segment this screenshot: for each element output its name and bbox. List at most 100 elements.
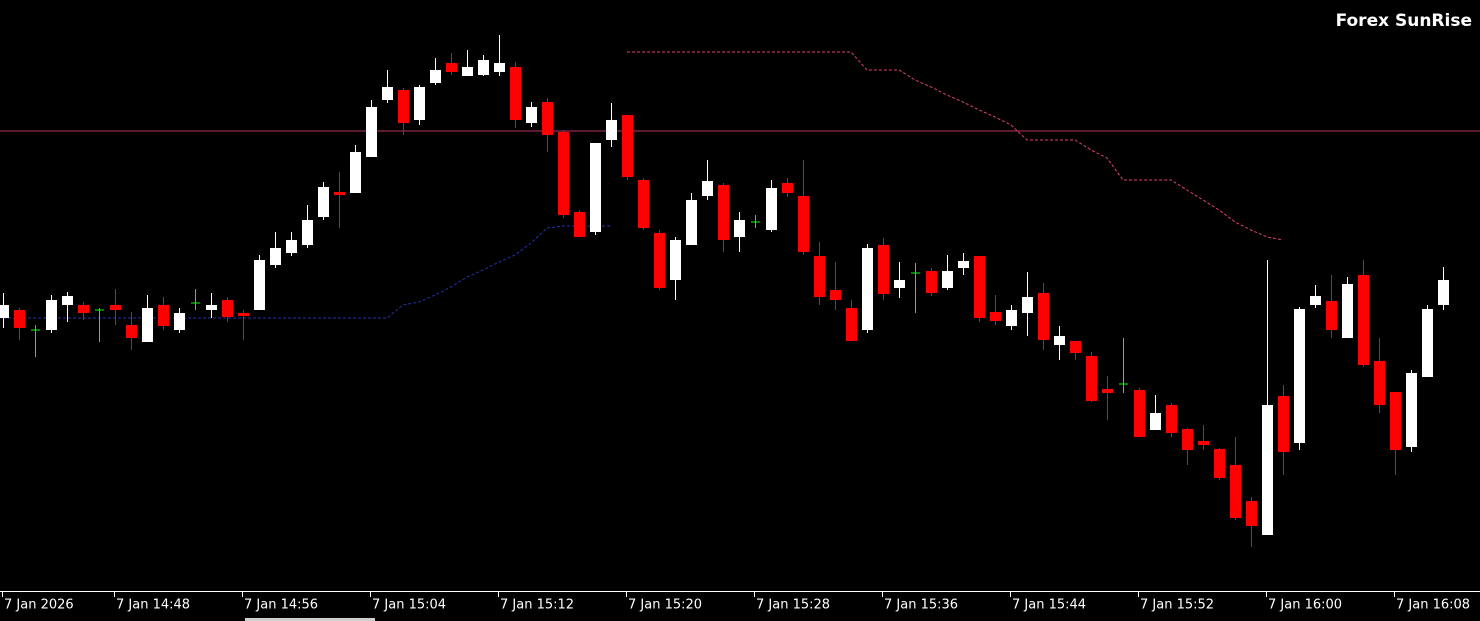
candle-body: [1422, 309, 1433, 377]
x-tick-label: 7 Jan 15:36: [884, 598, 958, 613]
candle-body: [1246, 501, 1257, 526]
candle-body: [334, 192, 345, 195]
candle-body: [206, 305, 217, 310]
indicator-line: [627, 51, 1284, 241]
candle-body: [590, 143, 601, 232]
candle-body: [46, 300, 57, 330]
candle-body: [1326, 301, 1337, 330]
candle-body: [238, 313, 249, 316]
candle-body: [0, 305, 9, 318]
candle-body: [414, 87, 425, 120]
scrollbar: [245, 618, 375, 621]
x-tick-label: 7 Jan 15:12: [500, 598, 574, 613]
candle-body: [782, 183, 793, 193]
candle-body: [1294, 309, 1305, 443]
candle-body: [1006, 310, 1017, 326]
candle-body: [542, 102, 553, 135]
candle-body: [1086, 356, 1097, 401]
candle-body: [766, 188, 777, 230]
candle-body: [270, 248, 281, 265]
candle-body: [1262, 405, 1273, 535]
x-tick-label: 7 Jan 14:56: [244, 598, 318, 613]
candle-body: [110, 305, 121, 310]
candle-body: [174, 313, 185, 330]
candle-body: [814, 256, 825, 297]
candle-body: [606, 120, 617, 140]
candle-body: [558, 132, 569, 215]
candle-body: [462, 67, 473, 76]
indicator-line: [3, 225, 611, 319]
candle-body: [286, 240, 297, 253]
candle-body: [318, 187, 329, 217]
candle-body: [1166, 405, 1177, 433]
candle-body: [686, 200, 697, 245]
candle-body: [142, 308, 153, 342]
candle-body: [78, 305, 89, 313]
candle-body: [158, 305, 169, 326]
candle-body: [862, 248, 873, 330]
x-tick-label: 7 Jan 2026: [4, 598, 74, 613]
candle-body: [62, 296, 73, 305]
candle-body: [718, 185, 729, 240]
candle-body: [478, 60, 489, 75]
candle-body: [254, 260, 265, 310]
candle-body: [1310, 296, 1321, 305]
candle-body: [574, 212, 585, 237]
candle-body: [1102, 389, 1113, 393]
candle-body: [350, 152, 361, 193]
x-tick-label: 7 Jan 16:00: [1268, 598, 1342, 613]
x-tick-label: 7 Jan 16:08: [1396, 598, 1470, 613]
x-tick-label: 7 Jan 14:48: [116, 598, 190, 613]
candle-body: [366, 107, 377, 157]
candle-body: [1150, 413, 1161, 430]
candle-body: [1054, 336, 1065, 345]
candle-body: [670, 240, 681, 280]
candle-body: [382, 87, 393, 100]
x-tick-label: 7 Jan 15:04: [372, 598, 446, 613]
candle-body: [1278, 396, 1289, 452]
candle-body: [494, 63, 505, 72]
x-tick-label: 7 Jan 15:44: [1012, 598, 1086, 613]
candle-body: [846, 308, 857, 341]
candle-body: [894, 280, 905, 288]
candle-body: [926, 271, 937, 293]
x-tick-label: 7 Jan 15:52: [1140, 598, 1214, 613]
candle-body: [1230, 465, 1241, 518]
candle-body: [734, 220, 745, 237]
candle-body: [1374, 361, 1385, 405]
candle-body: [126, 325, 137, 338]
candle-body: [878, 245, 889, 294]
candle-body: [622, 115, 633, 177]
candle-body: [1134, 390, 1145, 437]
candle-body: [446, 63, 457, 72]
candle-body: [526, 107, 537, 123]
candle-body: [1438, 280, 1449, 305]
candle-body: [702, 181, 713, 196]
chart-title: Forex SunRise: [1336, 11, 1472, 31]
candle-body: [222, 300, 233, 317]
candle-body: [1038, 293, 1049, 340]
candle-body: [510, 67, 521, 120]
candle-body: [974, 256, 985, 318]
candle-body: [942, 271, 953, 288]
candle-body: [1198, 441, 1209, 445]
candle-body: [14, 310, 25, 328]
candle-body: [958, 261, 969, 268]
candle-body: [830, 290, 841, 300]
candle-body: [990, 312, 1001, 321]
candle-body: [1022, 297, 1033, 313]
candle-body: [798, 196, 809, 252]
candle-body: [1214, 449, 1225, 478]
candle-body: [1358, 275, 1369, 365]
candle-body: [1182, 429, 1193, 450]
candle-body: [638, 180, 649, 228]
candle-body: [1406, 373, 1417, 447]
x-tick-label: 7 Jan 15:28: [756, 598, 830, 613]
candle-body: [430, 70, 441, 83]
candle-body: [1390, 392, 1401, 450]
candle-body: [1070, 341, 1081, 353]
candle-body: [302, 220, 313, 245]
candle-body: [654, 233, 665, 288]
candle-body: [1342, 284, 1353, 338]
